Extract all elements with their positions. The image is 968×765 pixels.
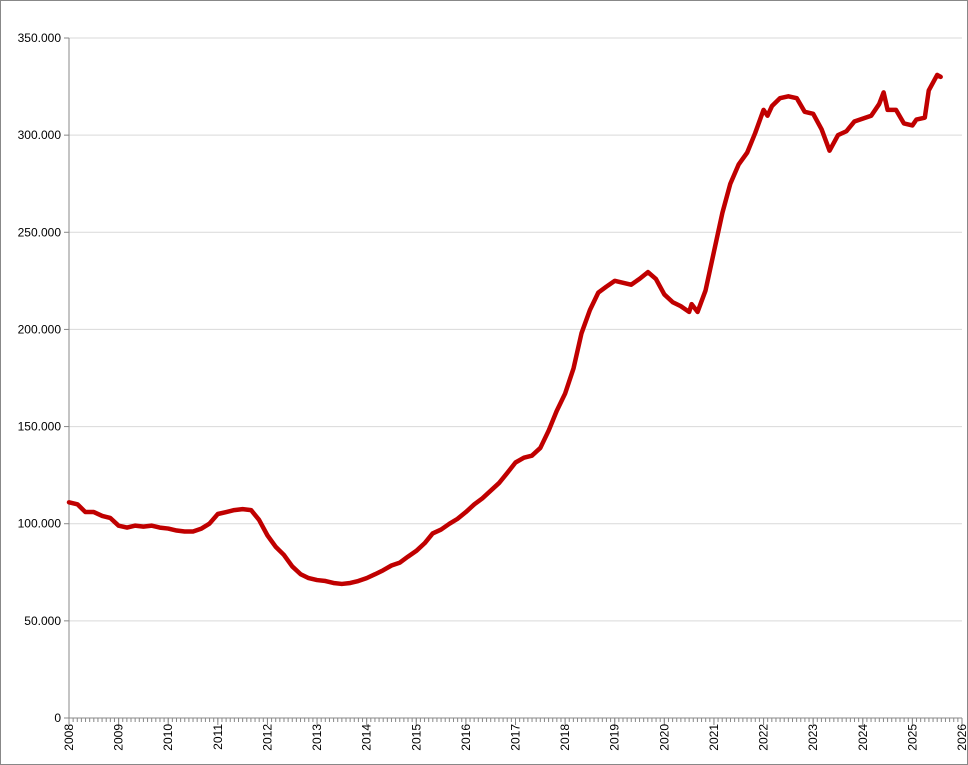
data-line	[66, 72, 943, 587]
x-tick-label: 2021	[707, 724, 721, 751]
x-tick-label: 2008	[62, 724, 76, 751]
y-tick-label: 150.000	[18, 420, 62, 434]
x-tick-label: 2015	[409, 724, 423, 751]
y-tick-label: 100.000	[18, 517, 62, 531]
x-tick-label: 2010	[161, 724, 175, 751]
x-tick-label: 2019	[608, 724, 622, 751]
x-tick-label: 2012	[260, 724, 274, 751]
x-tick-label: 2013	[310, 724, 324, 751]
x-tick-label: 2020	[657, 724, 671, 751]
x-tick-label: 2022	[757, 724, 771, 751]
x-tick-label: 2026	[955, 724, 968, 751]
y-tick-label: 300.000	[18, 128, 62, 142]
x-tick-label: 2014	[360, 724, 374, 751]
y-tick-label: 50.000	[24, 614, 61, 628]
y-tick-label: 350.000	[18, 31, 62, 45]
y-tick-label: 0	[54, 711, 61, 725]
x-tick-label: 2017	[509, 724, 523, 751]
x-tick-label: 2016	[459, 724, 473, 751]
y-tick-label: 200.000	[18, 322, 62, 336]
x-tick-label: 2024	[856, 724, 870, 751]
x-tick-label: 2009	[112, 724, 126, 751]
x-tick-label: 2023	[806, 724, 820, 751]
x-tick-label: 2011	[211, 724, 225, 750]
x-tick-label: 2018	[558, 724, 572, 751]
y-tick-label: 250.000	[18, 225, 62, 239]
x-tick-label: 2025	[905, 724, 919, 751]
